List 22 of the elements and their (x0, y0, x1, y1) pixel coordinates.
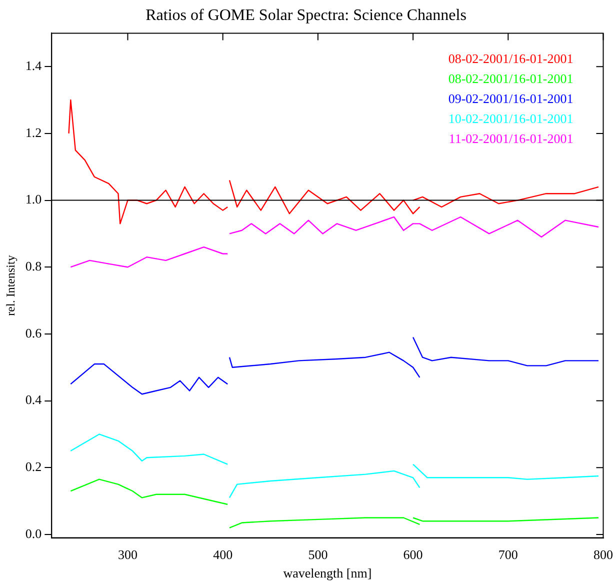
y-tick-label: 0.8 (25, 258, 42, 274)
y-tick-label: 1.0 (25, 192, 42, 207)
y-axis-title: rel. Intensity (3, 255, 18, 316)
y-tick-label: 0.6 (25, 325, 42, 340)
x-tick-label: 400 (213, 547, 233, 562)
y-tick-label: 0.4 (25, 392, 42, 408)
x-tick-label: 300 (118, 547, 138, 562)
x-tick-label: 700 (498, 547, 518, 562)
x-tick-label: 500 (308, 547, 328, 562)
text: 11-02-2001/16-01-2001 (448, 131, 574, 146)
y-tick-label: 0.0 (25, 526, 42, 541)
text: 10-02-2001/16-01-2001 (448, 111, 574, 126)
y-tick-label: 1.2 (25, 124, 42, 140)
chart-title: Ratios of GOME Solar Spectra: Science Channels (146, 6, 466, 24)
text: 08-02-2001/16-01-2001 (448, 71, 574, 86)
y-tick-label: 0.2 (25, 459, 42, 474)
x-tick-label: 600 (403, 547, 423, 562)
text: 08-02-2001/16-01-2001 (448, 51, 574, 66)
text: 09-02-2001/16-01-2001 (448, 91, 574, 106)
y-tick-label: 1.4 (25, 58, 42, 74)
x-tick-label: 800 (594, 547, 613, 562)
x-axis-title: wavelength [nm] (283, 566, 372, 581)
